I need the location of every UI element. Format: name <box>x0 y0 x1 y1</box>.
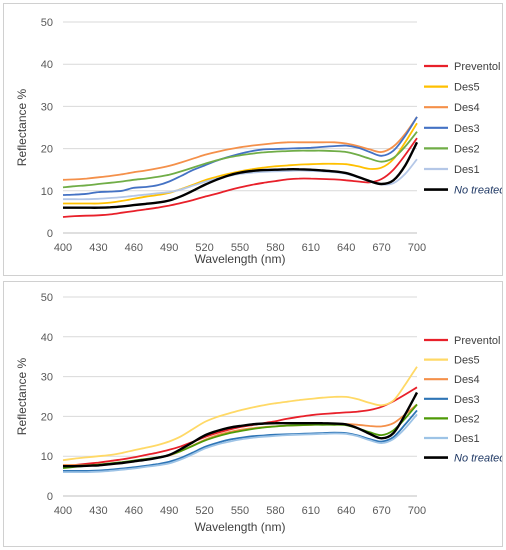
x-tick-label: 580 <box>266 505 284 517</box>
y-tick-label: 20 <box>41 144 53 156</box>
x-tick-label: 490 <box>160 505 178 517</box>
bottom-reflectance-chart: 0 10 20 30 40 50 400 430 460 490 520 550 580 610 640 67… <box>15 292 502 534</box>
y-tick-label: 50 <box>41 292 53 304</box>
series-line-no-treated <box>62 141 419 209</box>
y-tick-label: 10 <box>41 186 53 198</box>
legend-label: Des1 <box>454 433 480 445</box>
legend-label: Des2 <box>454 143 480 155</box>
series-line-des3 <box>62 116 418 196</box>
bottom-chart-panel: 0 10 20 30 40 50 400 430 460 490 520 550 580 610 640 67… <box>3 281 503 547</box>
x-tick-label: 520 <box>195 242 213 254</box>
x-tick-label: 520 <box>195 505 213 517</box>
x-tick-label: 640 <box>337 242 355 254</box>
x-axis-label: Wavelength (nm) <box>195 252 286 266</box>
x-tick-label: 460 <box>125 505 143 517</box>
y-tick-label: 10 <box>41 451 53 463</box>
series-line-des2 <box>62 403 418 469</box>
series-line-des4 <box>62 116 418 181</box>
x-tick-label: 400 <box>54 505 72 517</box>
series-line-des3 <box>63 409 418 472</box>
series-line-no-treated <box>62 391 419 468</box>
x-tick-label: 550 <box>231 505 249 517</box>
x-tick-label: 700 <box>408 242 426 254</box>
legend-label: Des3 <box>454 123 480 135</box>
legend-label: Des5 <box>454 82 480 94</box>
legend-label: Des5 <box>454 355 480 367</box>
y-tick-label: 30 <box>41 101 53 113</box>
legend-label: Preventol <box>454 335 500 347</box>
x-tick-label: 640 <box>337 505 355 517</box>
x-tick-label: 430 <box>89 505 107 517</box>
y-tick-label: 30 <box>41 372 53 384</box>
series-line-des2 <box>62 131 418 189</box>
y-tick-label: 50 <box>41 17 53 29</box>
legend-label: Des4 <box>454 374 480 386</box>
top-chart-panel: 0 10 20 30 40 50 400 430 460 490 520 550 580 610 640 67… <box>3 3 503 276</box>
x-tick-label: 670 <box>372 505 390 517</box>
x-tick-label: 670 <box>372 242 390 254</box>
x-tick-label: 700 <box>408 505 426 517</box>
legend-label: Des1 <box>454 164 480 176</box>
legend-label: Preventol <box>454 61 500 73</box>
y-axis-label: Reflectance % <box>15 357 29 435</box>
legend-label: Des3 <box>454 394 480 406</box>
x-tick-label: 550 <box>231 242 249 254</box>
y-axis-label: Reflectance % <box>15 88 29 166</box>
y-tick-label: 20 <box>41 411 53 423</box>
y-tick-label: 40 <box>41 59 53 71</box>
y-tick-label: 0 <box>47 228 53 240</box>
x-tick-label: 490 <box>160 242 178 254</box>
x-axis-label: Wavelength (nm) <box>195 520 286 534</box>
x-tick-label: 580 <box>266 242 284 254</box>
legend-label: No treated <box>454 185 502 197</box>
top-reflectance-chart: 0 10 20 30 40 50 400 430 460 490 520 550 580 610 640 67… <box>15 17 502 266</box>
x-tick-label: 610 <box>302 505 320 517</box>
y-tick-label: 0 <box>47 491 53 503</box>
x-tick-label: 460 <box>125 242 143 254</box>
x-tick-label: 400 <box>54 242 72 254</box>
x-tick-label: 430 <box>89 242 107 254</box>
series-line-des5 <box>62 122 418 205</box>
legend-label: Des4 <box>454 102 480 114</box>
series-line-preventol <box>62 137 418 218</box>
legend-label: No treated <box>454 453 502 465</box>
x-tick-label: 610 <box>302 242 320 254</box>
series-line-des1 <box>63 413 418 474</box>
legend-label: Des2 <box>454 413 480 425</box>
y-tick-label: 40 <box>41 332 53 344</box>
series-line-des5 <box>62 366 418 462</box>
